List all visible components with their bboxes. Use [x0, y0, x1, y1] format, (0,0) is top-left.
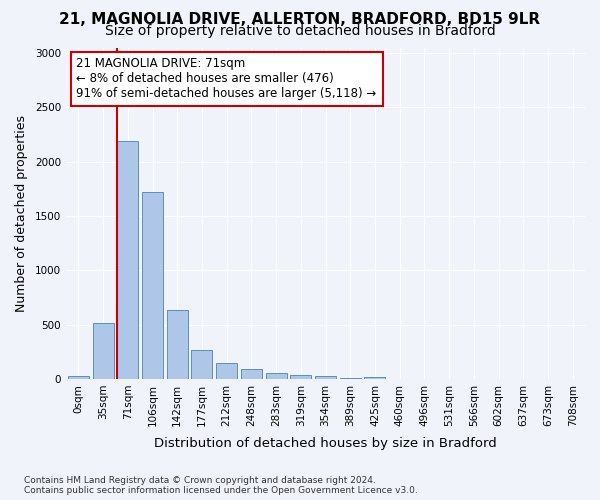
Bar	[216, 363, 237, 379]
Bar	[266, 373, 287, 379]
Y-axis label: Number of detached properties: Number of detached properties	[15, 114, 28, 312]
Bar	[191, 350, 212, 379]
Text: 21, MAGNOLIA DRIVE, ALLERTON, BRADFORD, BD15 9LR: 21, MAGNOLIA DRIVE, ALLERTON, BRADFORD, …	[59, 12, 541, 28]
Bar	[340, 378, 361, 379]
Bar	[315, 376, 336, 379]
Text: 21 MAGNOLIA DRIVE: 71sqm
← 8% of detached houses are smaller (476)
91% of semi-d: 21 MAGNOLIA DRIVE: 71sqm ← 8% of detache…	[76, 58, 377, 100]
Bar	[92, 324, 113, 379]
Bar	[118, 142, 139, 379]
X-axis label: Distribution of detached houses by size in Bradford: Distribution of detached houses by size …	[154, 437, 497, 450]
Bar	[68, 376, 89, 379]
Bar	[167, 310, 188, 379]
Bar	[290, 375, 311, 379]
Bar	[364, 378, 385, 379]
Bar	[241, 369, 262, 379]
Text: Contains HM Land Registry data © Crown copyright and database right 2024.
Contai: Contains HM Land Registry data © Crown c…	[24, 476, 418, 495]
Bar	[142, 192, 163, 379]
Text: Size of property relative to detached houses in Bradford: Size of property relative to detached ho…	[104, 24, 496, 38]
